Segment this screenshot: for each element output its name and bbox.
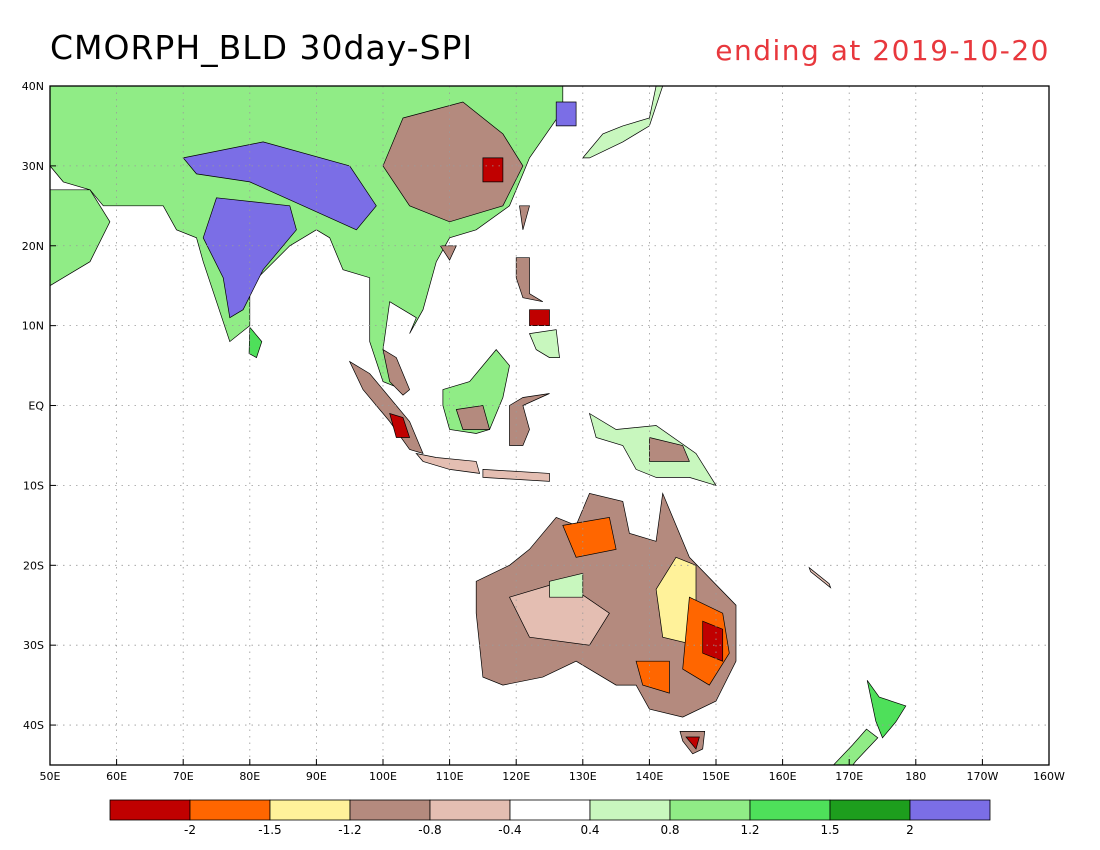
taiwan	[519, 205, 530, 230]
lat-tick-label: 20N	[22, 240, 44, 253]
new-guinea-dry	[649, 437, 690, 462]
colorbar-label: -0.4	[498, 823, 521, 837]
colorbar-swatch	[349, 799, 431, 821]
lon-tick-label: 80E	[239, 770, 260, 783]
lon-tick-label: 120E	[502, 770, 530, 783]
java	[415, 452, 481, 474]
colorbar-swatch	[589, 799, 671, 821]
korea	[555, 101, 577, 127]
sumatra-red	[389, 412, 411, 438]
colorbar-label: 1.5	[820, 823, 839, 837]
australia-orange-north	[562, 516, 617, 558]
lat-tick-label: 10N	[22, 320, 44, 333]
latitude-ticks: 40N 30N 20N 10N EQ 10S 20S 30S 40S	[22, 80, 56, 732]
new-zealand-north	[866, 680, 907, 739]
land-layer	[50, 86, 907, 765]
lesser-sunda	[482, 469, 550, 482]
colorbar-swatch	[829, 799, 911, 821]
lon-tick-label: 150E	[702, 770, 730, 783]
lon-tick-label: 50E	[40, 770, 61, 783]
lon-tick-label: 170E	[835, 770, 863, 783]
lon-tick-label: 60E	[106, 770, 127, 783]
lon-tick-label: 110E	[436, 770, 464, 783]
sri-lanka	[248, 326, 263, 359]
colorbar-label: 1.2	[740, 823, 759, 837]
china-dry	[382, 101, 524, 223]
visayas	[529, 309, 550, 326]
colorbar-label: 2	[906, 823, 914, 837]
australia-orange-south	[635, 660, 670, 694]
spi-colorbar: -2 -1.5 -1.2 -0.8 -0.4 0.4 0.8 1.2 1.5 2	[109, 799, 991, 837]
borneo-dry	[455, 405, 491, 430]
lon-tick-label: 160W	[1033, 770, 1065, 783]
arabia	[50, 189, 111, 287]
lon-tick-label: 90E	[306, 770, 327, 783]
map-date-subtitle: ending at 2019-10-20	[715, 34, 1050, 67]
colorbar-label: -1.2	[338, 823, 361, 837]
lon-tick-label: 130E	[569, 770, 597, 783]
india-core	[202, 197, 297, 319]
lat-tick-label: 30S	[23, 639, 44, 652]
colorbar-label: -0.8	[418, 823, 441, 837]
hainan	[439, 245, 457, 261]
colorbar-label: 0.8	[660, 823, 679, 837]
lon-tick-label: 70E	[173, 770, 194, 783]
lon-tick-label: 160E	[769, 770, 797, 783]
colorbar-swatch	[429, 799, 511, 821]
lon-tick-label: 140E	[635, 770, 663, 783]
lat-tick-label: 40N	[22, 80, 44, 93]
lon-tick-label: 170W	[966, 770, 998, 783]
colorbar-swatch	[269, 799, 351, 821]
map-frame	[49, 85, 1050, 766]
china-red	[482, 157, 504, 183]
lon-tick-label: 100E	[369, 770, 397, 783]
australia-yellow	[655, 556, 697, 646]
new-zealand-south	[833, 728, 879, 765]
colorbar-swatch	[189, 799, 271, 821]
colorbar-label: 0.4	[580, 823, 599, 837]
colorbar-swatch	[909, 799, 991, 821]
colorbar-swatch	[669, 799, 751, 821]
lat-tick-label: EQ	[28, 400, 44, 413]
japan	[582, 86, 664, 159]
lat-tick-label: 20S	[23, 559, 44, 572]
lat-tick-label: 40S	[23, 719, 44, 732]
lon-tick-label: 180	[905, 770, 926, 783]
lat-tick-label: 30N	[22, 160, 44, 173]
malay-peninsula	[382, 348, 411, 396]
sulawesi	[509, 393, 550, 446]
australia-green	[549, 572, 584, 598]
colorbar-label: -1.5	[258, 823, 281, 837]
colorbar-swatch	[509, 799, 591, 821]
mindanao	[529, 329, 560, 358]
map-gridlines	[50, 86, 1049, 765]
new-caledonia	[808, 566, 832, 589]
longitude-ticks: 50E 60E 70E 80E 90E 100E 110E 120E 130E 140E 150E 1…	[40, 759, 1065, 783]
colorbar-swatch	[109, 799, 191, 821]
map-title: CMORPH_BLD 30day-SPI	[50, 28, 474, 67]
luzon	[515, 257, 543, 303]
tasmania-red	[685, 736, 700, 750]
lat-tick-label: 10S	[23, 479, 44, 492]
colorbar-swatch	[749, 799, 831, 821]
tibet-wet	[182, 141, 377, 231]
colorbar-label: -2	[184, 823, 196, 837]
